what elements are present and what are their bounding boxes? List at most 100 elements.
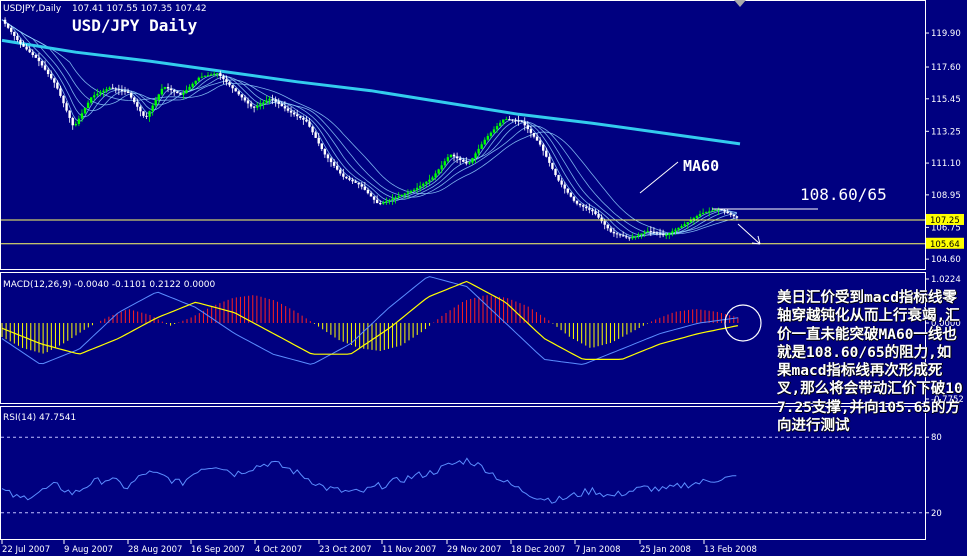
candle-body (360, 184, 363, 187)
candle (643, 229, 646, 238)
x-tick-label: 28 Aug 2007 (128, 545, 182, 555)
candle (50, 70, 53, 80)
candle (382, 200, 385, 205)
candle-body (326, 154, 330, 159)
candle (265, 96, 268, 105)
candle-body (551, 162, 554, 169)
candle (686, 222, 689, 230)
candle-body (283, 106, 287, 109)
candle-body (502, 119, 505, 123)
candle-body (191, 83, 194, 87)
macd-panel-frame (0, 272, 926, 404)
candle (529, 126, 533, 138)
candle (194, 80, 197, 86)
candle-body (200, 76, 204, 78)
candle (609, 226, 613, 234)
candle-body (498, 122, 502, 127)
candle (71, 116, 74, 130)
candle-body (615, 233, 619, 235)
candle-body (243, 97, 247, 101)
candle-body (585, 206, 588, 209)
candle-body (483, 139, 486, 145)
candle (517, 115, 520, 126)
candle-body (655, 232, 659, 234)
candle (65, 101, 68, 113)
candle-body (379, 203, 382, 205)
candle (646, 227, 649, 233)
candle (603, 218, 606, 230)
candle-body (335, 165, 339, 170)
candle-body (3, 19, 7, 24)
candle (591, 207, 594, 216)
candle-body (117, 89, 121, 91)
candle-body (683, 224, 686, 227)
candle-body (212, 73, 216, 75)
candle-body (668, 233, 671, 235)
candle (314, 130, 317, 138)
candle-body (240, 94, 244, 98)
candle-body (43, 65, 47, 70)
x-tick-label: 16 Sep 2007 (191, 545, 245, 555)
candle-body (674, 229, 677, 232)
candle (40, 60, 44, 68)
candle (569, 192, 573, 198)
candle (465, 157, 468, 166)
candle (462, 157, 465, 163)
candle (477, 144, 480, 157)
candle-body (637, 234, 640, 236)
candle-body (625, 236, 628, 238)
candle-body (53, 78, 56, 83)
candle (332, 158, 336, 168)
x-tick-label: 7 Jan 2008 (575, 545, 621, 555)
x-tick-label: 9 Aug 2007 (64, 545, 113, 555)
candle (19, 38, 22, 48)
candle-body (708, 211, 711, 213)
candle (714, 209, 717, 212)
candle (606, 224, 609, 231)
candle (618, 233, 622, 238)
candle (114, 87, 117, 94)
candle-body (372, 196, 376, 200)
symbol-label: USDJPY,Daily (3, 4, 62, 14)
candle-body (139, 106, 142, 112)
candle (379, 200, 382, 206)
candle (148, 110, 151, 122)
candle-body (71, 117, 74, 126)
candle (661, 229, 665, 238)
candle-body (529, 129, 533, 133)
candle (280, 101, 284, 107)
candle-body (591, 209, 594, 212)
candle (434, 170, 437, 181)
candle (342, 168, 345, 180)
candle (16, 32, 19, 43)
rsi-layer (1, 436, 925, 514)
candle (200, 72, 204, 79)
candle (474, 151, 477, 164)
price-tick-label: 117.60 (931, 63, 961, 73)
candle-body (163, 87, 167, 89)
candle-body (628, 237, 631, 239)
candle (572, 195, 576, 203)
candle (13, 31, 16, 41)
candle-body (179, 93, 182, 95)
candle-body (505, 119, 508, 121)
candle-body (658, 233, 662, 235)
candle (704, 211, 708, 214)
candle-body (443, 161, 446, 166)
candle (455, 152, 459, 164)
signal-line (1, 280, 739, 360)
candle-body (206, 75, 210, 77)
x-tick-label: 11 Nov 2007 (382, 545, 436, 555)
candle-body (720, 209, 723, 211)
x-tick-label: 23 Oct 2007 (319, 545, 372, 555)
candle (292, 110, 296, 117)
candle (185, 85, 188, 94)
candle (243, 95, 247, 103)
candle-body (434, 173, 437, 178)
candle (222, 74, 225, 84)
candle (256, 102, 259, 111)
candle-body (600, 217, 603, 222)
candle-body (532, 132, 536, 137)
candle-body (409, 191, 413, 193)
candle-body (394, 197, 397, 199)
